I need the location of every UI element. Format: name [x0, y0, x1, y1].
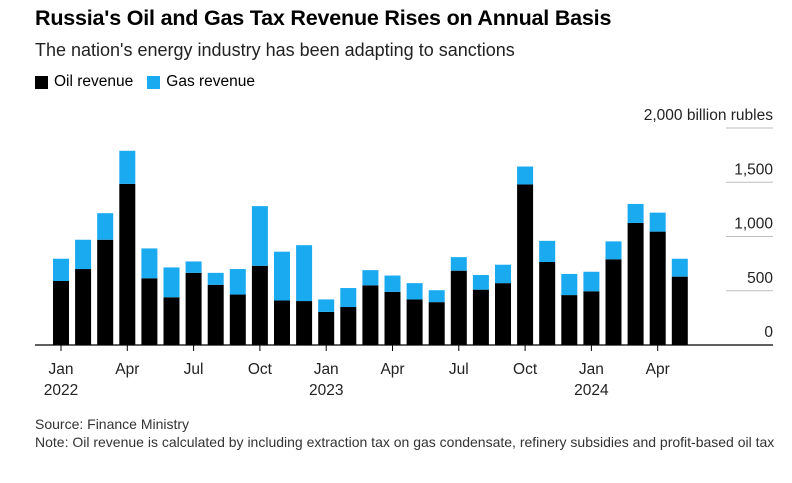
bar-oil [605, 259, 622, 345]
bar-oil [517, 184, 534, 345]
bar-gas [362, 270, 379, 286]
bar-gas [649, 212, 666, 232]
bar-gas [627, 203, 644, 223]
gridlines [726, 127, 773, 292]
bar-oil [251, 265, 268, 345]
bar-oil [207, 284, 224, 345]
legend-swatch-oil [35, 75, 48, 89]
bar-gas [75, 239, 92, 270]
bar-gas [251, 206, 268, 266]
bar-gas [185, 261, 202, 273]
bar-oil [97, 239, 114, 345]
bar-oil [163, 297, 180, 345]
bar-oil [340, 307, 357, 345]
bar-gas [539, 240, 556, 262]
x-tick-label: Jul [449, 361, 469, 378]
bar-oil [229, 294, 246, 345]
x-year-label: 2022 [44, 382, 78, 399]
bar-oil [472, 289, 489, 345]
x-axis: Jan 2022 Apr Jul Oct Jan 2023 Apr Jul Oct Jan 2024 A… [35, 344, 773, 399]
x-year-label: 2024 [574, 382, 609, 399]
bar-gas [406, 283, 423, 300]
bar-gas [274, 251, 290, 301]
legend-item-gas: Gas revenue [147, 73, 255, 91]
bar-oil [75, 269, 92, 345]
bar-oil [318, 311, 335, 345]
bar-oil [406, 299, 423, 345]
bar-gas [450, 257, 467, 271]
x-tick-label: Jul [184, 361, 204, 378]
y-tick-label: 1,000 [734, 216, 773, 233]
bar-gas [97, 213, 114, 240]
y-tick-label: 500 [747, 270, 773, 287]
x-tick-label: Apr [380, 361, 404, 378]
bar-gas [583, 271, 600, 292]
bar-gas [296, 245, 313, 302]
bar-oil [539, 261, 556, 345]
bar-oil [450, 270, 467, 345]
bar-oil [671, 276, 688, 345]
legend: Oil revenue Gas revenue [35, 73, 269, 91]
bar-gas [671, 258, 688, 277]
y-tick-label: 0 [764, 324, 773, 341]
bar-gas [340, 288, 357, 308]
bar-gas [229, 269, 246, 295]
x-tick-label: Jan [49, 361, 74, 378]
bar-gas [119, 150, 136, 184]
bar-oil [561, 295, 578, 345]
y-tick-label: 1,500 [734, 161, 773, 178]
legend-item-oil: Oil revenue [35, 73, 133, 91]
bar-gas [384, 275, 401, 292]
legend-label-gas: Gas revenue [166, 73, 256, 90]
y-axis: 0 500 1,000 1,500 2,000 billion rubles [644, 107, 774, 341]
x-tick-label: Oct [513, 361, 538, 378]
y-tick-label: 2,000 billion rubles [644, 107, 774, 124]
bar-gas [53, 258, 69, 281]
bar-oil [274, 300, 290, 345]
bar-oil [53, 280, 69, 345]
bar-oil [141, 278, 158, 345]
legend-swatch-gas [147, 75, 161, 89]
bar-gas [318, 299, 335, 312]
x-tick-label: Jan [314, 361, 339, 378]
bar-gas [141, 248, 158, 279]
bar-oil [583, 291, 600, 345]
footnote: Note: Oil revenue is calculated by inclu… [35, 434, 775, 450]
x-tick-label: Apr [115, 361, 139, 378]
chart-title: Russia's Oil and Gas Tax Revenue Rises o… [35, 6, 612, 30]
x-tick-label: Oct [248, 361, 273, 378]
bar-gas [605, 241, 622, 260]
bar-oil [362, 285, 379, 345]
bars [53, 150, 688, 345]
legend-label-oil: Oil revenue [54, 73, 134, 90]
bar-oil [627, 222, 644, 345]
x-tick-label: Jan [579, 361, 604, 378]
source-note: Source: Finance Ministry [35, 416, 190, 432]
bar-gas [207, 272, 224, 285]
x-year-label: 2023 [309, 382, 343, 399]
bar-oil [119, 183, 136, 345]
chart-subtitle: The nation's energy industry has been ad… [35, 40, 515, 60]
bar-gas [472, 275, 489, 290]
bar-gas [428, 290, 445, 303]
bar-oil [296, 301, 313, 345]
bar-oil [185, 272, 202, 345]
bar-gas [495, 264, 511, 284]
bar-oil [384, 291, 401, 345]
bar-oil [495, 283, 511, 345]
bar-gas [163, 267, 180, 298]
bar-gas [561, 273, 578, 296]
bar-oil [649, 231, 666, 345]
bar-oil [428, 302, 445, 345]
x-tick-label: Apr [646, 361, 670, 378]
bar-gas [517, 166, 534, 185]
